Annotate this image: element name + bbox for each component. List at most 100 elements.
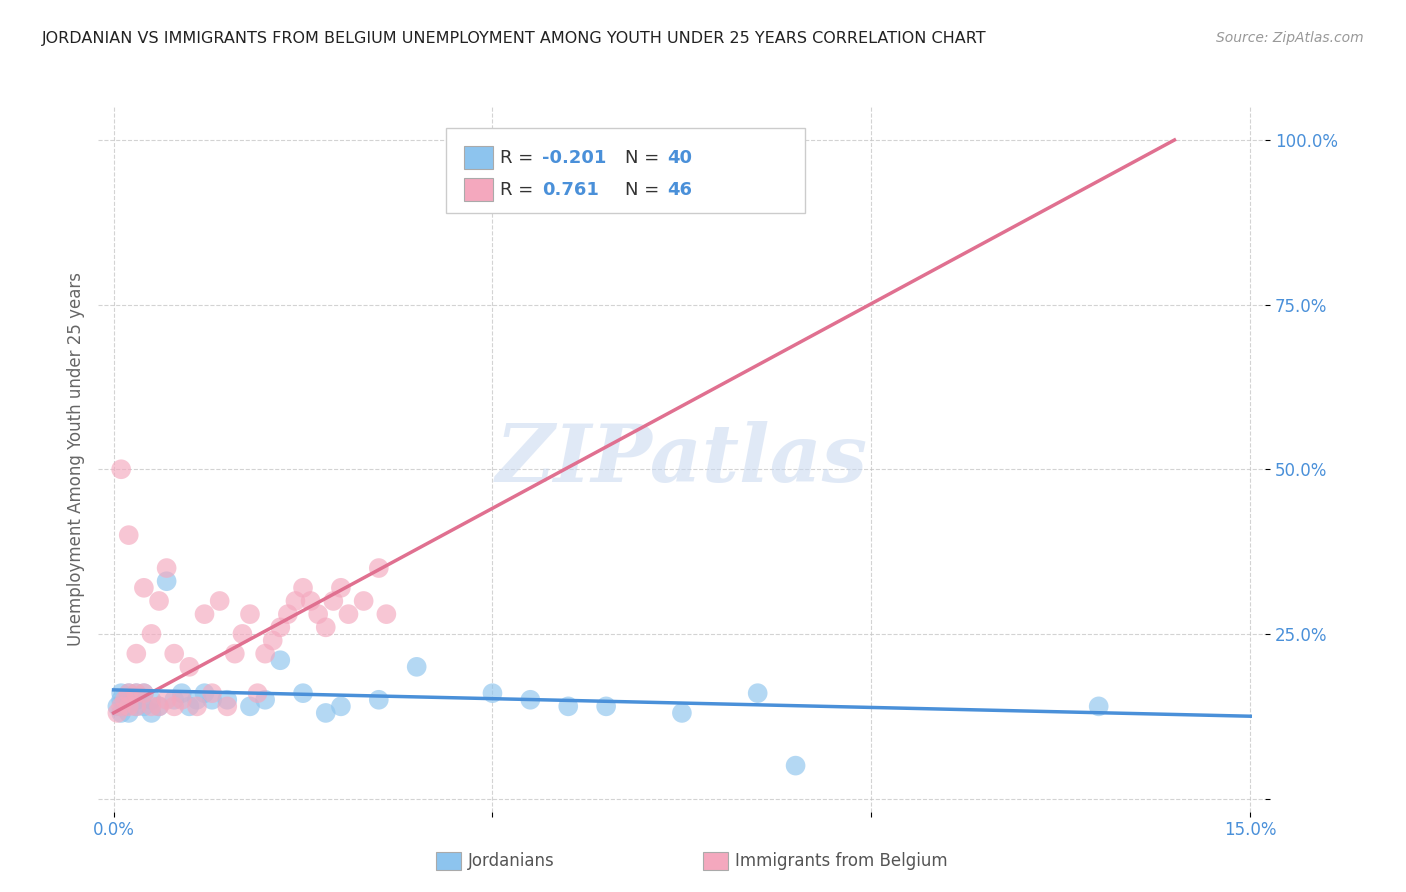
Point xyxy=(367,692,389,706)
Point xyxy=(1087,699,1109,714)
Point xyxy=(254,692,277,706)
Point xyxy=(671,706,693,720)
Point xyxy=(292,581,315,595)
Point xyxy=(481,686,503,700)
Point xyxy=(163,699,186,714)
Point xyxy=(148,699,170,714)
Text: JORDANIAN VS IMMIGRANTS FROM BELGIUM UNEMPLOYMENT AMONG YOUTH UNDER 25 YEARS COR: JORDANIAN VS IMMIGRANTS FROM BELGIUM UNE… xyxy=(42,31,987,46)
Point xyxy=(118,686,141,700)
Point xyxy=(105,706,128,720)
Point xyxy=(125,699,148,714)
Point xyxy=(125,686,148,700)
Point xyxy=(105,699,128,714)
Point xyxy=(156,692,179,706)
Point xyxy=(118,706,141,720)
Point xyxy=(367,561,389,575)
Point xyxy=(201,686,224,700)
Point xyxy=(132,686,155,700)
Point xyxy=(118,686,141,700)
Point xyxy=(110,686,132,700)
Text: 46: 46 xyxy=(666,181,692,199)
Point xyxy=(156,574,179,589)
Point xyxy=(208,594,231,608)
Point xyxy=(156,561,179,575)
Text: N =: N = xyxy=(624,149,665,167)
Point xyxy=(292,686,315,700)
Point xyxy=(110,699,132,714)
Point xyxy=(201,692,224,706)
Point xyxy=(315,706,337,720)
Text: 0.761: 0.761 xyxy=(541,181,599,199)
Text: Jordanians: Jordanians xyxy=(468,852,555,870)
Point xyxy=(132,686,155,700)
Point xyxy=(277,607,299,622)
Point xyxy=(110,692,132,706)
Point xyxy=(125,692,148,706)
Point xyxy=(179,660,201,674)
Point xyxy=(254,647,277,661)
Point xyxy=(224,647,246,661)
Point xyxy=(141,699,163,714)
Point xyxy=(785,758,807,772)
Point xyxy=(217,692,239,706)
Point xyxy=(170,686,193,700)
Point xyxy=(269,620,291,634)
Point xyxy=(747,686,769,700)
Point xyxy=(179,699,201,714)
Point xyxy=(132,581,155,595)
Point xyxy=(148,594,170,608)
Text: Immigrants from Belgium: Immigrants from Belgium xyxy=(735,852,948,870)
Point xyxy=(118,699,141,714)
Point xyxy=(315,620,337,634)
Point xyxy=(262,633,284,648)
Point xyxy=(118,528,141,542)
Point xyxy=(132,699,155,714)
Point xyxy=(246,686,269,700)
Point xyxy=(239,607,262,622)
Point xyxy=(163,647,186,661)
Point xyxy=(110,706,132,720)
Y-axis label: Unemployment Among Youth under 25 years: Unemployment Among Youth under 25 years xyxy=(66,272,84,647)
Point xyxy=(557,699,579,714)
Point xyxy=(329,699,352,714)
Point xyxy=(217,699,239,714)
Point xyxy=(337,607,360,622)
Point xyxy=(193,607,215,622)
Point xyxy=(595,699,617,714)
Point xyxy=(284,594,307,608)
Point xyxy=(186,692,208,706)
Point xyxy=(141,627,163,641)
Point xyxy=(239,699,262,714)
Point xyxy=(125,686,148,700)
Point xyxy=(519,692,541,706)
Point xyxy=(125,647,148,661)
Point xyxy=(329,581,352,595)
Text: ZIPatlas: ZIPatlas xyxy=(496,421,868,498)
Text: R =: R = xyxy=(499,181,538,199)
Point xyxy=(163,692,186,706)
Point xyxy=(118,692,141,706)
Point xyxy=(322,594,344,608)
Point xyxy=(186,699,208,714)
Point xyxy=(170,692,193,706)
Point xyxy=(307,607,329,622)
Point xyxy=(405,660,427,674)
Text: -0.201: -0.201 xyxy=(541,149,606,167)
Point xyxy=(299,594,322,608)
Text: R =: R = xyxy=(499,149,538,167)
Text: N =: N = xyxy=(624,181,665,199)
Point xyxy=(353,594,375,608)
Point xyxy=(193,686,215,700)
Point xyxy=(125,699,148,714)
Point xyxy=(114,692,136,706)
Text: Source: ZipAtlas.com: Source: ZipAtlas.com xyxy=(1216,31,1364,45)
Point xyxy=(110,462,132,476)
Point xyxy=(148,699,170,714)
Point xyxy=(231,627,253,641)
Point xyxy=(141,706,163,720)
Point xyxy=(114,699,136,714)
Point xyxy=(269,653,291,667)
Point xyxy=(375,607,398,622)
Text: 40: 40 xyxy=(666,149,692,167)
Point xyxy=(141,692,163,706)
